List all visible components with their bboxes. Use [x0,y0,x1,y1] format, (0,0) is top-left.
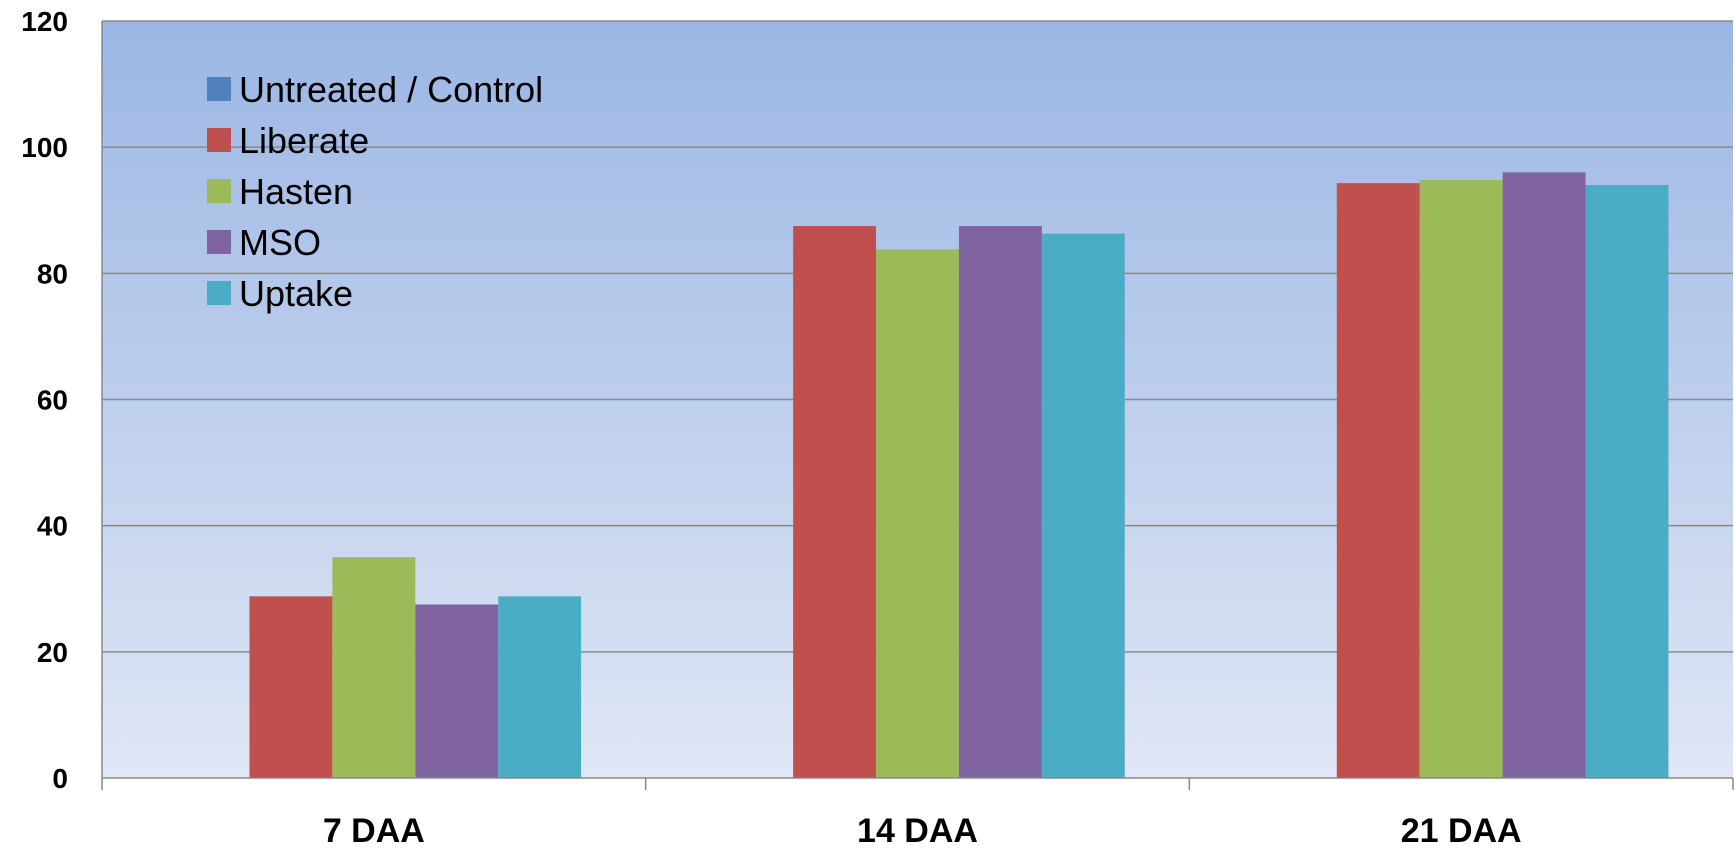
bar-mso-1 [958,226,1042,779]
y-tick-label: 20 [37,637,68,668]
bar-hasten-0 [332,557,416,778]
bar-liberate-2 [1336,183,1420,779]
legend-swatch [207,281,231,305]
bar-liberate-1 [793,226,877,779]
y-tick-label: 40 [37,511,68,542]
bar-uptake-2 [1585,185,1669,778]
x-tick-label: 7 DAA [323,812,425,850]
x-tick-label: 14 DAA [857,812,978,850]
x-tick-label: 21 DAA [1401,812,1522,850]
y-tick-labels: 0 20 40 60 80 100 120 [21,6,68,794]
legend-label: Uptake [239,273,353,314]
bar-hasten-2 [1419,179,1503,779]
bar-hasten-1 [876,249,959,778]
y-tick-label: 100 [21,132,68,163]
y-tick-label: 80 [37,258,68,289]
bar-liberate-0 [249,596,333,778]
bar-uptake-1 [1041,233,1125,779]
legend-label: Untreated / Control [239,69,543,110]
legend-swatch [207,128,231,152]
legend-swatch [207,77,231,101]
legend-label: Hasten [239,171,353,212]
legend-swatch [207,179,231,203]
legend-swatch [207,230,231,254]
x-tick-labels: 7 DAA 14 DAA 21 DAA [323,812,1522,850]
legend: Untreated / Control Liberate Hasten MSO Upta… [207,69,543,314]
y-tick-label: 60 [37,385,68,416]
bar-uptake-0 [498,596,582,778]
bars [249,172,1669,779]
bar-mso-2 [1502,172,1586,778]
bar-mso-0 [415,604,499,778]
y-tick-label: 0 [52,763,68,794]
axes [101,21,1734,790]
legend-label: MSO [239,222,321,263]
y-tick-label: 120 [21,6,68,37]
legend-label: Liberate [239,120,369,161]
